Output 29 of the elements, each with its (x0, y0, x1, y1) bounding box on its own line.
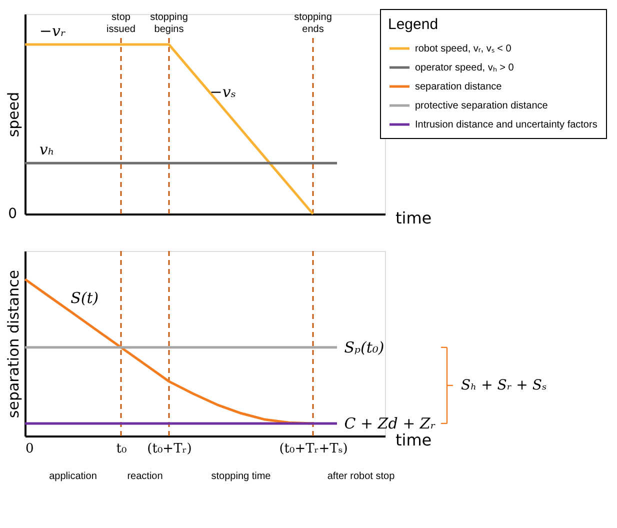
text: −vᵣ (39, 22, 66, 40)
annotation: vₕ (39, 140, 54, 159)
x-tick-label: (t₀+Tᵣ) (147, 442, 192, 456)
legend-label: robot speed, vᵣ, vₛ < 0 (415, 44, 512, 54)
annotation: C + Zd + Zᵣ (344, 414, 436, 432)
ref-line-label: stopping begins (150, 12, 188, 35)
ref-line-label: stopping ends (294, 12, 332, 35)
legend-label: operator speed, vₕ > 0 (415, 62, 514, 74)
legend-label: separation distance (415, 82, 502, 92)
x-tick-label: (t₀+Tᵣ+Tₛ) (279, 442, 348, 456)
legend-label: protective separation distance (415, 100, 548, 112)
ref-line-label: stop issued (106, 12, 136, 35)
annotation: S(t) (70, 289, 99, 308)
y-axis-title: speed (4, 92, 22, 138)
text: 0 (8, 206, 17, 222)
text: after robot stop (327, 471, 396, 482)
x-axis-title: time (396, 430, 432, 450)
x-tick-label: 0 (26, 442, 34, 456)
x-axis-title: time (396, 208, 432, 228)
text: Sₕ + Sᵣ + Sₛ (461, 377, 547, 394)
text: application (49, 471, 97, 482)
y-axis-title: separation distance (4, 270, 22, 418)
text: stopping time (211, 471, 272, 482)
x-tick-label: t₀ (116, 442, 127, 456)
legend-title: Legend (388, 16, 438, 33)
legend-label: Intrusion distance and uncertainty factors (415, 120, 598, 130)
annotation: −vₛ (210, 82, 236, 101)
text: reaction (127, 471, 163, 482)
annotation: Sₚ(t₀) (344, 338, 384, 356)
